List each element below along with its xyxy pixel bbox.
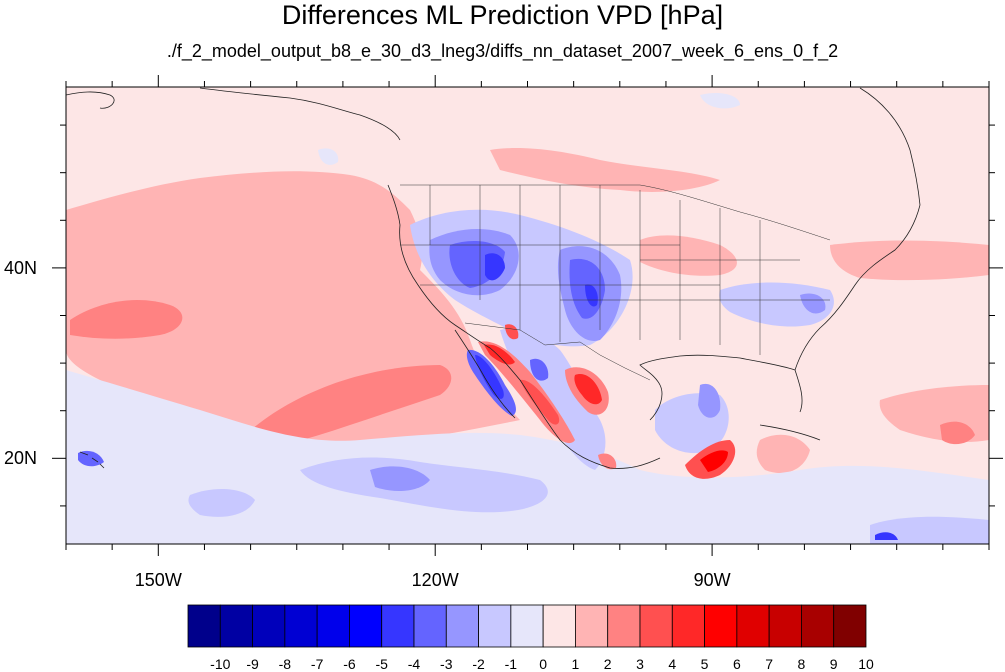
contour-baja-negative-2 [475, 355, 504, 399]
colorbar-swatch [542, 604, 576, 648]
contour-field [66, 87, 989, 544]
contour-west-negative-4 [485, 253, 505, 281]
colorbar-label: -8 [278, 656, 292, 672]
colorbar-swatch [478, 604, 512, 648]
contour-southeast-negative [719, 282, 834, 327]
contour-npac-positive [490, 148, 720, 192]
contour-atl-negative [700, 93, 740, 109]
contour-pacific-positive-3 [70, 300, 183, 339]
contour-sierra-positive-2 [574, 374, 602, 405]
colorbar-swatch [316, 604, 350, 648]
colorbar-label: 2 [603, 656, 612, 672]
alaska-coastline [66, 87, 401, 141]
contour-east-positive-1 [640, 235, 737, 276]
contour-baja-positive [505, 324, 519, 340]
contour-yucatan-positive [598, 453, 617, 470]
coastlines [66, 87, 921, 469]
colorbar-label: -5 [375, 656, 388, 672]
state-lines [400, 185, 830, 355]
us-canada-border [400, 184, 831, 241]
colorbar-swatch [704, 604, 738, 648]
cuba-coastline [759, 424, 821, 441]
colorbar-label: -7 [310, 656, 324, 672]
lon-label: 150W [134, 570, 182, 590]
colorbar-label: -10 [210, 656, 231, 672]
state-boundaries [400, 184, 831, 381]
plot-title: Differences ML Prediction VPD [hPa] [281, 0, 724, 30]
contour-tropics-negative-1 [66, 370, 989, 544]
north-america-coastline [387, 184, 921, 469]
colorbar-swatch [671, 604, 705, 648]
colorbar-swatch [607, 604, 641, 648]
colorbar-swatch [252, 604, 286, 648]
colorbar-label: -3 [440, 656, 453, 672]
contour-se-negative-2 [875, 532, 898, 540]
colorbar-label: 6 [732, 656, 741, 672]
colorbar-swatch [639, 604, 673, 648]
contour-tropics-negative-4 [370, 466, 430, 492]
contour-mexico-negative-2 [530, 358, 549, 381]
contour-tropics-negative-3 [188, 488, 255, 517]
contour-caribbean-positive [756, 434, 810, 474]
colorbar-swatch [381, 604, 415, 648]
contour-hawaii-negative [78, 450, 104, 467]
colorbar-label: 8 [797, 656, 806, 672]
colorbar-label: -1 [504, 656, 518, 672]
lat-label: 40N [4, 257, 38, 278]
colorbar-swatch [219, 604, 253, 648]
contour-southeast-negative-2 [800, 293, 826, 314]
colorbar-label: 4 [668, 656, 677, 672]
colorbar-swatch [445, 604, 479, 648]
axis-ticks [52, 75, 1003, 556]
colorbar-swatch [768, 604, 802, 648]
contour-caribbean-positive-4 [700, 450, 728, 472]
canada-coastline [859, 87, 921, 206]
colorbar-label: 3 [636, 656, 644, 672]
plot-subtitle: ./f_2_model_output_b8_e_30_d3_lneg3/diff… [166, 41, 839, 61]
contour-rockies-negative-3 [585, 284, 598, 307]
colorbar-label: 5 [700, 656, 709, 672]
colorbar-swatch [575, 604, 609, 648]
hawaii-coastline [79, 451, 105, 469]
colorbar-label: 10 [858, 656, 874, 672]
lon-label: 90W [693, 570, 731, 590]
contour-mexico-negative-1 [500, 328, 606, 470]
colorbar-label: 0 [539, 656, 548, 672]
colorbar [187, 604, 867, 648]
colorbar-swatch [413, 604, 447, 648]
baja-coastline [454, 329, 516, 419]
contour-nepac-negative [318, 148, 339, 165]
colorbar-label: -2 [472, 656, 485, 672]
contour-se-negative [870, 516, 989, 544]
colorbar-label: 9 [829, 656, 838, 672]
lat-label: 20N [4, 448, 38, 469]
contour-gulfca-positive-3 [520, 379, 560, 425]
colorbar-swatch [510, 604, 544, 648]
colorbar-label: 7 [765, 656, 774, 672]
lon-label: 120W [411, 570, 459, 590]
colorbar-label: -6 [343, 656, 356, 672]
colorbar-swatch [801, 604, 835, 648]
colorbar-swatch [284, 604, 318, 648]
contour-caribbean-positive-2 [940, 421, 975, 445]
contour-pacific-positive-2 [240, 365, 452, 448]
colorbar-swatch [187, 604, 221, 648]
colorbar-swatch [833, 604, 867, 648]
contour-gulf-negative-2 [698, 383, 721, 418]
colorbar-label: 1 [571, 656, 580, 672]
colorbar-swatch [736, 604, 770, 648]
contour-east-positive-2 [830, 240, 989, 281]
colorbar-label: -9 [246, 656, 259, 672]
colorbar-label: -4 [407, 656, 421, 672]
colorbar-swatch [349, 604, 383, 648]
